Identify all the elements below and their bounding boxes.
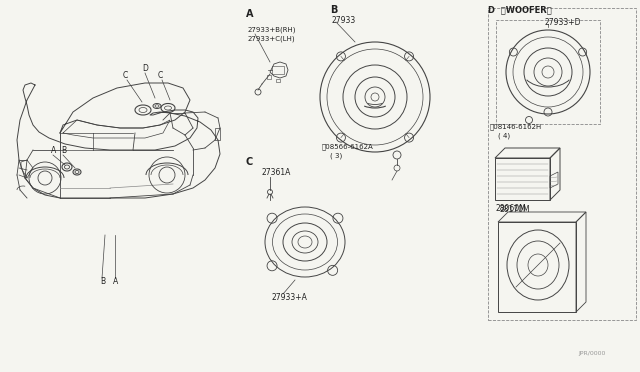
Text: 28060M: 28060M [496, 203, 527, 212]
Text: 28170M: 28170M [500, 205, 531, 214]
Text: C: C [246, 157, 253, 167]
Text: 27361A: 27361A [262, 167, 291, 176]
Text: A: A [113, 278, 118, 286]
Text: C: C [123, 71, 128, 80]
Text: JPR/0000: JPR/0000 [578, 352, 605, 356]
Text: Ⓢ08146-6162H: Ⓢ08146-6162H [490, 124, 542, 130]
Text: D: D [142, 64, 148, 73]
Text: 27933+B(RH): 27933+B(RH) [248, 27, 296, 33]
Text: B: B [61, 145, 66, 154]
Text: 27933: 27933 [332, 16, 356, 25]
Text: Ⓢ08566-6162A: Ⓢ08566-6162A [322, 144, 374, 150]
Text: 27933+D: 27933+D [545, 17, 582, 26]
Text: ( 4): ( 4) [498, 133, 510, 139]
Text: B: B [330, 5, 337, 15]
Text: A: A [246, 9, 253, 19]
Text: 27933+A: 27933+A [272, 292, 308, 301]
Text: C: C [158, 71, 163, 80]
Text: D  （WOOFER）: D （WOOFER） [488, 6, 552, 15]
Text: A: A [51, 145, 56, 154]
Text: 27933+C(LH): 27933+C(LH) [248, 36, 296, 42]
Text: B: B [100, 278, 105, 286]
Text: ( 3): ( 3) [330, 153, 342, 159]
